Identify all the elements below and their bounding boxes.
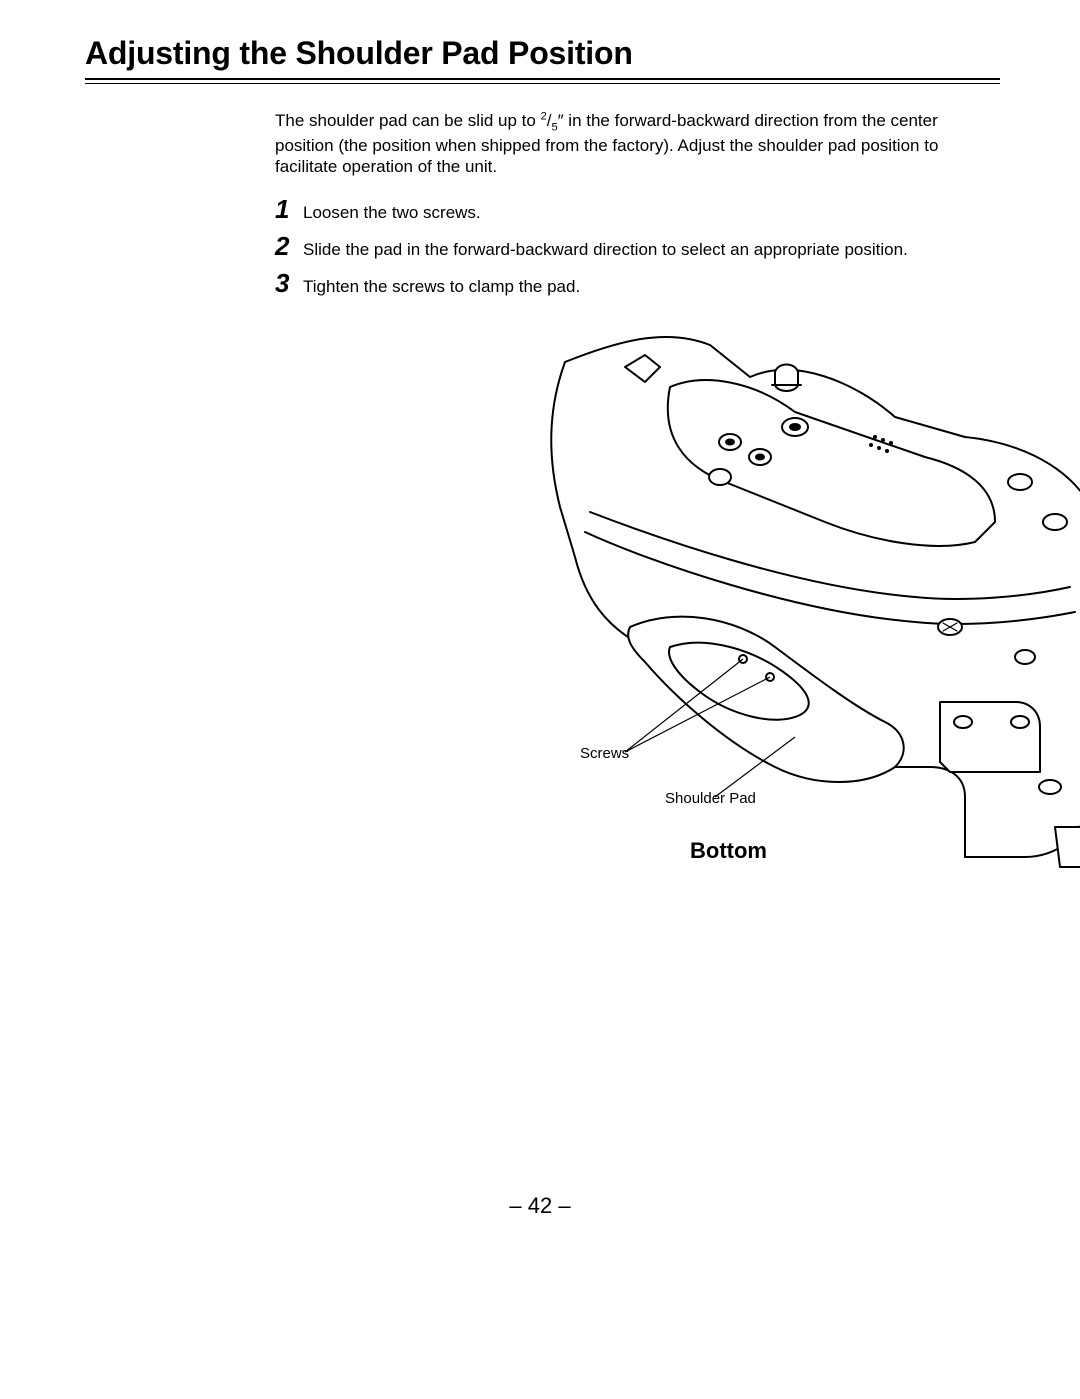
step-number: 2 xyxy=(275,233,303,259)
camera-bottom-illustration xyxy=(495,327,1080,887)
step-text: Slide the pad in the forward-backward di… xyxy=(303,239,980,260)
step-number: 1 xyxy=(275,196,303,222)
step-item: 2 Slide the pad in the forward-backward … xyxy=(275,233,980,260)
fraction-numerator: 2 xyxy=(541,110,547,122)
page-number: – 42 – xyxy=(0,1193,1080,1219)
intro-paragraph: The shoulder pad can be slid up to 2/5″ … xyxy=(275,110,980,178)
callout-bottom: Bottom xyxy=(690,837,767,865)
page-title: Adjusting the Shoulder Pad Position xyxy=(85,35,1000,72)
title-rule-thin xyxy=(85,83,1000,84)
callout-shoulder-pad: Shoulder Pad xyxy=(665,790,756,809)
step-text: Loosen the two screws. xyxy=(303,202,980,223)
step-number: 3 xyxy=(275,270,303,296)
callout-screws: Screws xyxy=(580,745,629,764)
title-rule-thick xyxy=(85,78,1000,80)
step-text: Tighten the screws to clamp the pad. xyxy=(303,276,980,297)
step-item: 3 Tighten the screws to clamp the pad. xyxy=(275,270,980,297)
intro-text-before: The shoulder pad can be slid up to xyxy=(275,111,541,130)
figure: Screws Shoulder Pad Bottom xyxy=(495,327,1080,887)
steps-list: 1 Loosen the two screws. 2 Slide the pad… xyxy=(275,196,980,298)
step-item: 1 Loosen the two screws. xyxy=(275,196,980,223)
